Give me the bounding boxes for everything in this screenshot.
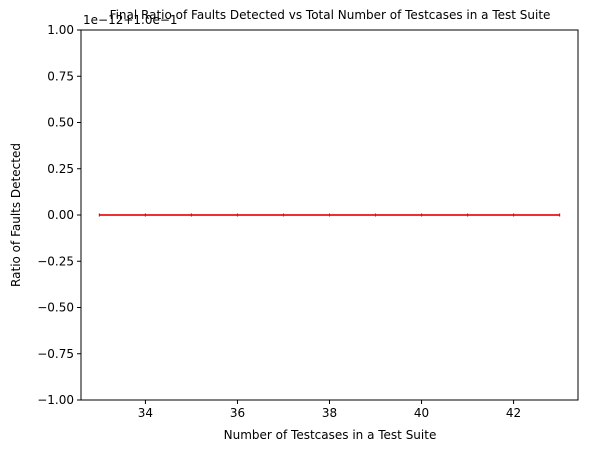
x-tick-label: 40 <box>414 406 429 420</box>
x-tick-label: 38 <box>322 406 337 420</box>
y-tick-label: −0.50 <box>37 301 74 315</box>
x-axis-label: Number of Testcases in a Test Suite <box>224 428 437 442</box>
chart-title: Final Ratio of Faults Detected vs Total … <box>110 8 551 22</box>
y-tick-label: −1.00 <box>37 393 74 407</box>
y-tick-label: 0.00 <box>47 208 74 222</box>
y-tick-label: 0.25 <box>47 162 74 176</box>
y-tick-label: 0.75 <box>47 69 74 83</box>
y-tick-label: −0.75 <box>37 347 74 361</box>
x-tick-label: 34 <box>138 406 153 420</box>
axis-ticks: 34 36 38 40 42 −1.00 −0.75 −0.50 −0.25 0.00 0.25 0.… <box>37 23 521 420</box>
y-tick-label: −0.25 <box>37 254 74 268</box>
y-tick-label: 0.50 <box>47 116 74 130</box>
axis-offset-text: 1e−12+1.0e−1 <box>83 13 178 27</box>
x-tick-label: 42 <box>506 406 521 420</box>
y-tick-label: 1.00 <box>47 23 74 37</box>
x-tick-label: 36 <box>230 406 245 420</box>
chart-marks <box>98 213 561 217</box>
plot-frame <box>80 29 579 401</box>
y-axis-label: Ratio of Faults Detected <box>9 143 23 287</box>
